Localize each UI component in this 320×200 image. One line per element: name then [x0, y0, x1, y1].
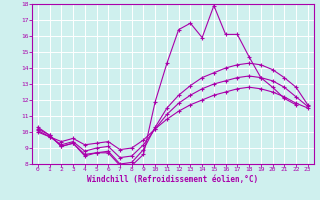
X-axis label: Windchill (Refroidissement éolien,°C): Windchill (Refroidissement éolien,°C) — [87, 175, 258, 184]
